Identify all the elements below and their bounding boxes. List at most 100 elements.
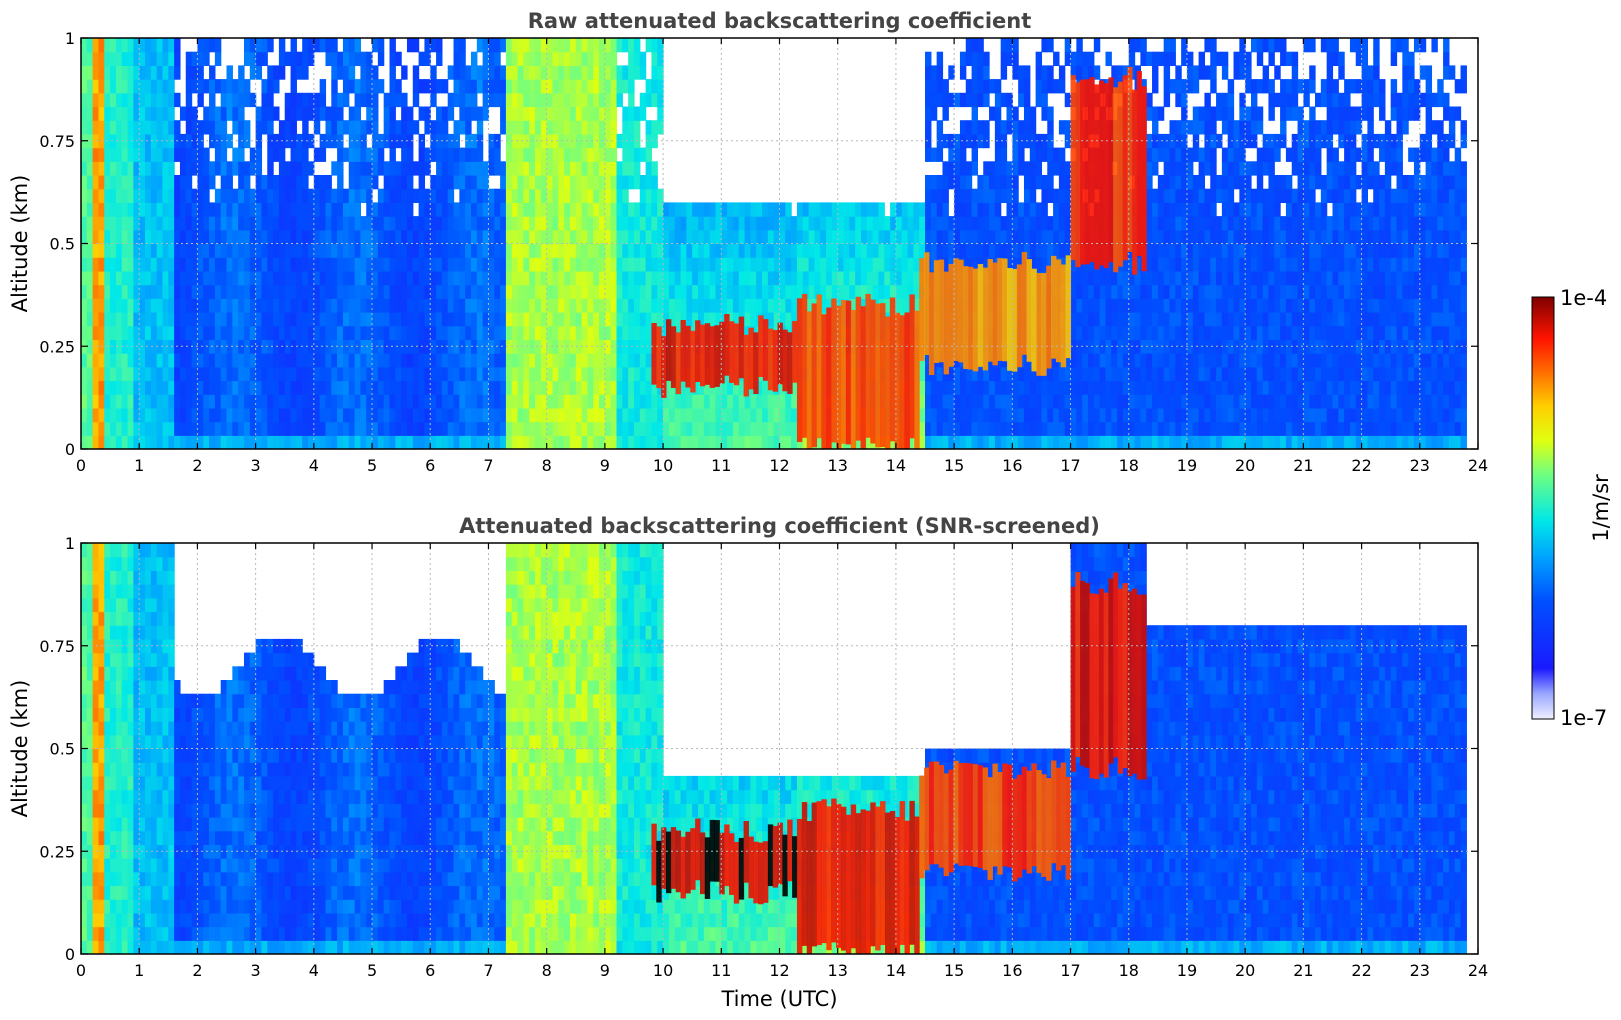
- heatmap-cell: [471, 380, 478, 395]
- heatmap-cell: [1210, 407, 1217, 423]
- heatmap-cell: [331, 161, 338, 176]
- heatmap-cell: [366, 243, 373, 258]
- heatmap-cell: [471, 92, 478, 108]
- heatmap-cell: [558, 216, 565, 231]
- heatmap-cell: [92, 202, 100, 217]
- heatmap-cell: [412, 312, 420, 327]
- heatmap-cell: [796, 202, 804, 217]
- heatmap-cell: [500, 65, 507, 80]
- heatmap-cell: [1175, 312, 1182, 327]
- heatmap-cell: [564, 106, 571, 121]
- heatmap-cell: [482, 394, 490, 409]
- heatmap-cell: [360, 407, 367, 423]
- heatmap-cell: [535, 161, 542, 176]
- heatmap-cell: [1000, 51, 1008, 66]
- heatmap-cell: [668, 394, 676, 409]
- heatmap-cell: [767, 257, 775, 272]
- heatmap-cell: [581, 175, 589, 190]
- heatmap-cell: [342, 353, 350, 368]
- heatmap-cell: [959, 407, 967, 423]
- heatmap-cell: [773, 202, 781, 217]
- heatmap-cell: [1111, 270, 1118, 286]
- heatmap-cell: [174, 366, 181, 382]
- heatmap-cell: [1198, 161, 1206, 176]
- heatmap-cell: [610, 421, 618, 436]
- heatmap-cell: [773, 394, 781, 409]
- heatmap-cell: [261, 38, 268, 53]
- heatmap-cell: [325, 353, 332, 368]
- heatmap-cell: [145, 175, 152, 190]
- heatmap-cell: [1157, 325, 1165, 340]
- heatmap-cell: [552, 38, 559, 53]
- heatmap-cell: [133, 380, 140, 395]
- heatmap-cell: [505, 51, 513, 66]
- heatmap-cell: [599, 106, 606, 121]
- heatmap-cell: [604, 79, 612, 94]
- heatmap-cell: [826, 298, 833, 313]
- heatmap-cell: [698, 284, 705, 299]
- heatmap-cell: [1012, 394, 1019, 409]
- heatmap-cell: [1186, 394, 1194, 409]
- heatmap-cell: [546, 325, 554, 340]
- heatmap-cell: [179, 339, 187, 354]
- heatmap-cell: [913, 229, 920, 245]
- heatmap-cell: [453, 202, 460, 217]
- heatmap-cell: [325, 421, 332, 436]
- heatmap-cell: [331, 435, 338, 449]
- heatmap-cell: [1064, 120, 1072, 135]
- heatmap-cell: [564, 257, 571, 272]
- heatmap-cell: [401, 407, 408, 423]
- heatmap-cell: [860, 243, 868, 258]
- heatmap-cell: [261, 270, 268, 286]
- heatmap-cell: [110, 133, 117, 149]
- heatmap-cell: [1186, 270, 1194, 286]
- heatmap-cell: [1227, 407, 1235, 423]
- heatmap-cell: [878, 257, 885, 272]
- heatmap-cell: [226, 421, 233, 436]
- heatmap-cell: [523, 435, 530, 449]
- heatmap-cell: [471, 394, 478, 409]
- heatmap-cell: [238, 380, 245, 395]
- heatmap-cell: [302, 202, 309, 217]
- heatmap-cell: [959, 202, 967, 217]
- heatmap-cell: [1111, 435, 1118, 449]
- heatmap-cell: [383, 284, 391, 299]
- heatmap-cell: [843, 202, 850, 217]
- heatmap-cell: [465, 339, 472, 354]
- heatmap-cell: [791, 380, 798, 395]
- heatmap-cell: [657, 394, 664, 409]
- heatmap-cell: [98, 216, 105, 231]
- heatmap-cell: [796, 435, 804, 449]
- heatmap-cell: [145, 161, 152, 176]
- heatmap-cell: [308, 270, 315, 286]
- heatmap-cell: [191, 366, 199, 382]
- heatmap-cell: [139, 421, 146, 436]
- heatmap-cell: [238, 79, 245, 94]
- heatmap-cell: [337, 270, 344, 286]
- heatmap-cell: [1152, 133, 1159, 149]
- heatmap-cell: [686, 257, 693, 272]
- heatmap-cell: [162, 38, 169, 53]
- heatmap-cell: [971, 435, 979, 449]
- heatmap-cell: [971, 147, 979, 162]
- heatmap-cell: [86, 133, 94, 149]
- heatmap-cell: [360, 161, 367, 176]
- heatmap-cell: [220, 407, 228, 423]
- heatmap-cell: [104, 229, 111, 245]
- heatmap-cell: [604, 106, 612, 121]
- heatmap-cell: [767, 216, 775, 231]
- heatmap-cell: [331, 366, 338, 382]
- heatmap-cell: [441, 353, 449, 368]
- heatmap-cell: [639, 106, 647, 121]
- heatmap-cell: [150, 394, 158, 409]
- heatmap-cell: [569, 284, 577, 299]
- heatmap-cell: [308, 325, 315, 340]
- heatmap-cell: [127, 92, 134, 108]
- heatmap-cell: [1029, 216, 1037, 231]
- heatmap-cell: [494, 92, 501, 108]
- heatmap-cell: [424, 106, 431, 121]
- heatmap-cell: [406, 435, 414, 449]
- heatmap-cell: [715, 380, 722, 395]
- heatmap-cell: [855, 216, 862, 231]
- heatmap-cell: [1070, 257, 1077, 272]
